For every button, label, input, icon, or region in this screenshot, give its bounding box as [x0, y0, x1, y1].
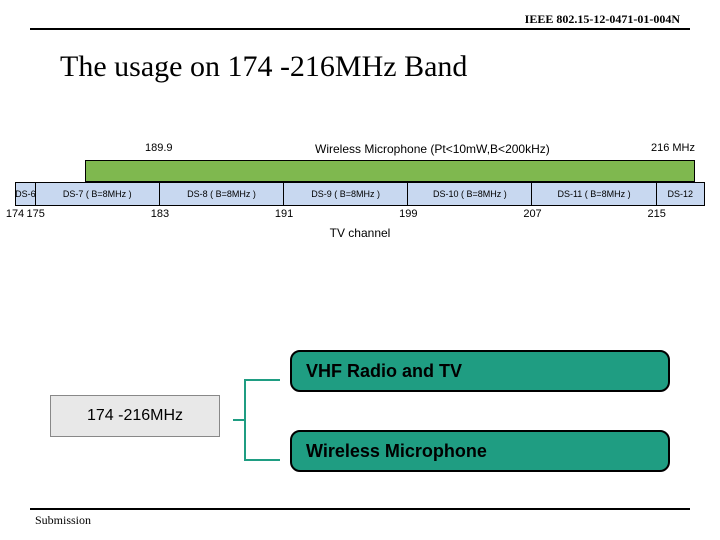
freq-tick: 174	[6, 208, 24, 220]
usage-wireless-mic: Wireless Microphone	[290, 430, 670, 472]
ds-channel: DS-9 ( B=8MHz )	[284, 183, 408, 205]
freq-tick: 215	[648, 208, 666, 220]
mic-band-label: Wireless Microphone (Pt<10mW,B<200kHz)	[315, 142, 550, 156]
mic-freq-right: 216 MHz	[651, 142, 695, 154]
ds-channel: DS-12	[657, 183, 705, 205]
usage-vhf-tv: VHF Radio and TV	[290, 350, 670, 392]
axis-label: TV channel	[15, 226, 705, 240]
ds-channel: DS-8 ( B=8MHz )	[160, 183, 284, 205]
page-title: The usage on 174 -216MHz Band	[60, 50, 467, 84]
band-box: 174 -216MHz	[50, 395, 220, 437]
freq-tick: 183	[151, 208, 169, 220]
ds-channel: DS-10 ( B=8MHz )	[408, 183, 532, 205]
freq-tick: 199	[399, 208, 417, 220]
ds-channel-row: DS-6DS-7 ( B=8MHz )DS-8 ( B=8MHz )DS-9 (…	[15, 182, 705, 206]
ds-channel: DS-6	[15, 183, 36, 205]
doc-id: IEEE 802.15-12-0471-01-004N	[525, 12, 680, 27]
spectrum-diagram: 189.9 Wireless Microphone (Pt<10mW,B<200…	[15, 160, 705, 240]
usage-diagram: 174 -216MHz VHF Radio and TV Wireless Mi…	[30, 350, 690, 490]
mic-band-bar	[85, 160, 695, 182]
freq-tick: 207	[523, 208, 541, 220]
brace-connector	[225, 370, 285, 470]
freq-ticks: 174175183191199207215	[15, 206, 705, 224]
header-rule	[30, 28, 690, 30]
freq-tick: 175	[27, 208, 45, 220]
freq-tick: 191	[275, 208, 293, 220]
ds-channel: DS-7 ( B=8MHz )	[36, 183, 160, 205]
ds-channel: DS-11 ( B=8MHz )	[532, 183, 656, 205]
mic-freq-left: 189.9	[145, 142, 173, 154]
footer-rule	[30, 508, 690, 510]
footer-text: Submission	[35, 513, 91, 528]
